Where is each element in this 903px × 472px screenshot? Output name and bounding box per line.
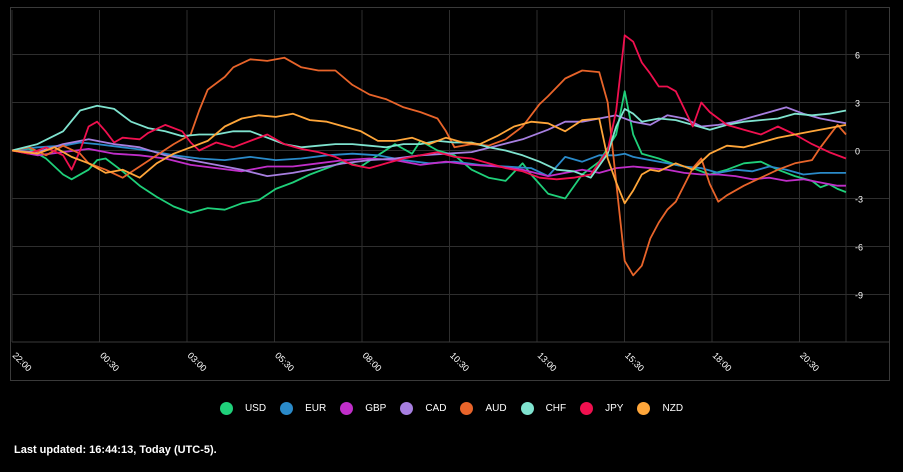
legend-label-jpy: JPY [605,403,624,414]
series-line-jpy [11,34,847,181]
x-tick-label: 15:30 [623,350,646,373]
legend-label-gbp: GBP [365,403,387,414]
y-tick-label: 0 [855,147,860,157]
legend-dot-cad [400,402,414,415]
x-tick-label: 03:00 [186,350,209,373]
legend-item-nzd[interactable]: NZD [637,402,683,415]
legend-item-usd[interactable]: USD [219,402,267,415]
series-line-aud [11,56,847,277]
currency-strength-chart: 6 3 0 -3 -6 -9 22:00 00:30 03:00 05:30 08:00 10:30 1… [11,10,889,373]
legend-item-chf[interactable]: CHF [520,402,567,415]
legend-item-aud[interactable]: AUD [460,402,507,415]
x-tick-label: 10:30 [448,350,471,373]
legend-dot-usd [219,402,233,415]
series-line-nzd [11,112,847,205]
legend: USD EUR GBP CAD AUD CHF JPY NZD [0,402,903,415]
series-line-eur [11,141,846,177]
legend-item-gbp[interactable]: GBP [340,402,386,415]
legend-dot-chf [520,402,534,415]
last-updated-text: Last updated: 16:44:13, Today (UTC-5). [14,444,217,456]
x-tick-label: 00:30 [98,350,121,373]
x-tick-label: 08:00 [361,350,384,373]
y-tick-label: -9 [855,291,863,301]
y-tick-label: 6 [855,51,860,61]
legend-item-cad[interactable]: CAD [400,402,446,415]
legend-item-eur[interactable]: EUR [280,402,326,415]
x-tick-label: 13:00 [536,350,559,373]
legend-label-nzd: NZD [662,403,684,414]
x-tick-label: 05:30 [273,350,296,373]
legend-label-eur: EUR [305,403,327,414]
legend-dot-eur [280,402,294,415]
chart-frame [10,7,890,381]
x-tick-label: 18:00 [711,350,734,373]
y-tick-label: -6 [855,243,863,253]
legend-label-usd: USD [244,403,267,414]
legend-item-jpy[interactable]: JPY [580,402,623,415]
y-tick-label: -3 [855,195,863,205]
legend-label-aud: AUD [485,403,507,414]
legend-dot-jpy [580,402,594,415]
legend-dot-nzd [637,402,651,415]
legend-label-cad: CAD [425,403,447,414]
x-tick-label: 22:00 [11,350,34,373]
series-line-chf [11,104,847,179]
series-line-usd [11,90,847,214]
legend-dot-gbp [340,402,354,415]
legend-dot-aud [460,402,474,415]
legend-label-chf: CHF [545,403,567,414]
y-tick-label: 3 [855,99,860,109]
series-line-cad [11,106,847,177]
x-tick-label: 20:30 [798,350,821,373]
